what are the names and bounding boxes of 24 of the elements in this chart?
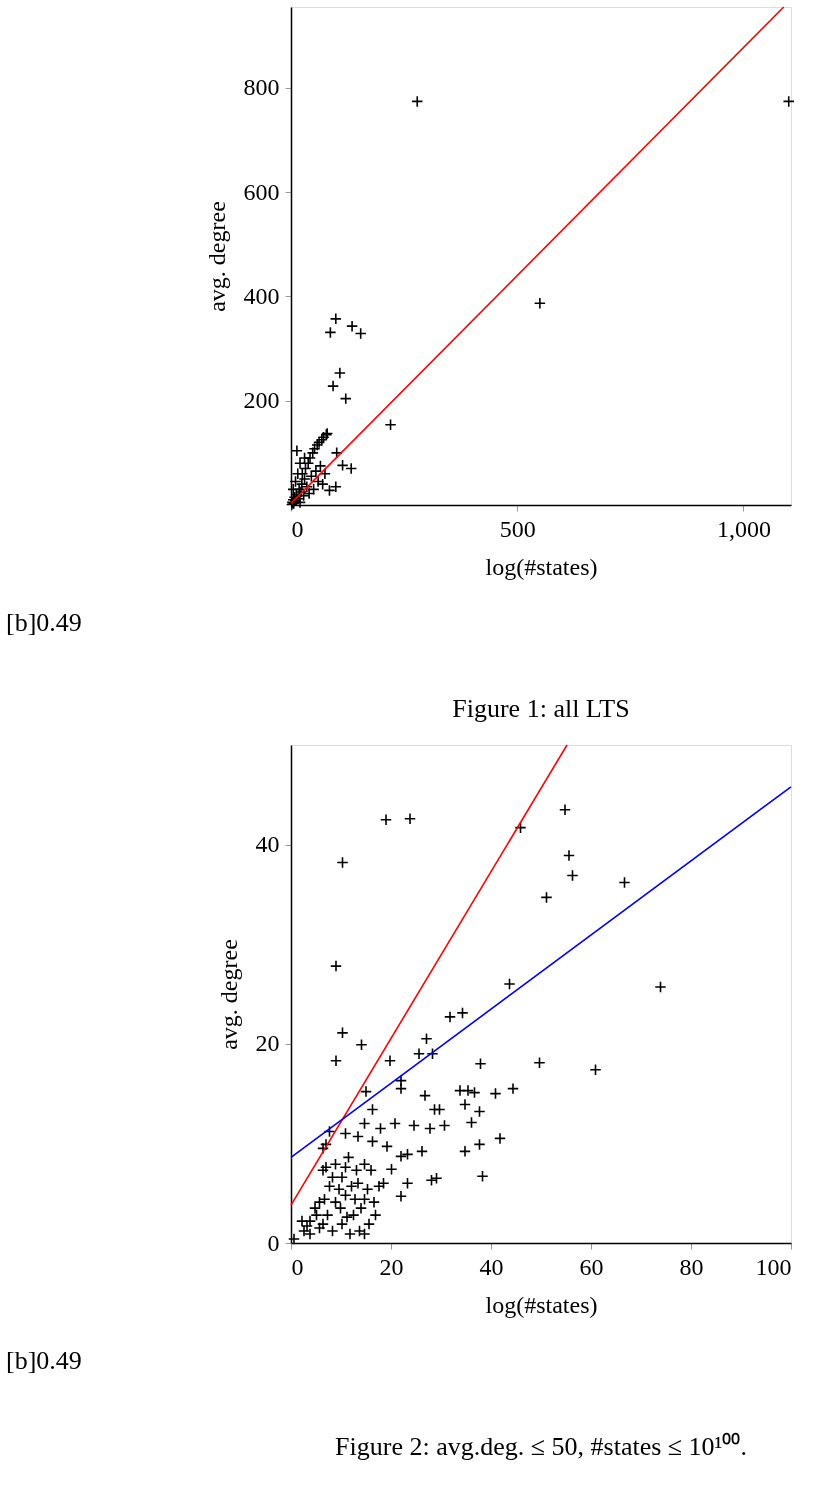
x-tick-label: 80: [679, 1253, 704, 1280]
y-tick-label: 200: [243, 387, 280, 414]
y-tick-label: 40: [255, 831, 280, 858]
x-tick-label: 60: [579, 1253, 604, 1280]
y-tick-label: 400: [243, 282, 280, 309]
text: [b]0.49: [6, 1346, 82, 1375]
y-tick-label: 20: [255, 1030, 280, 1057]
y-axis-title: avg. degree: [203, 201, 230, 312]
text: Figure 1: all LTS: [452, 694, 630, 723]
y-tick-label: 800: [243, 74, 280, 101]
x-tick-label: 100: [755, 1253, 792, 1280]
x-tick-label: 0: [291, 515, 304, 542]
y-axis-title: avg. degree: [215, 939, 242, 1050]
y-tick-label: 0: [267, 1229, 280, 1256]
y-tick-label: 600: [243, 178, 280, 205]
x-axis-title: log(#states): [485, 1291, 598, 1318]
x-axis-title: log(#states): [485, 553, 598, 580]
text: Figure 2: avg.deg. ≤ 50, #states ≤ 10¹⁰⁰.: [335, 1432, 747, 1461]
x-tick-label: 40: [479, 1253, 504, 1280]
x-tick-label: 0: [291, 1253, 304, 1280]
x-tick-label: 500: [499, 515, 536, 542]
text: [b]0.49: [6, 608, 82, 637]
x-tick-label: 1,000: [716, 515, 771, 542]
x-tick-label: 20: [379, 1253, 404, 1280]
